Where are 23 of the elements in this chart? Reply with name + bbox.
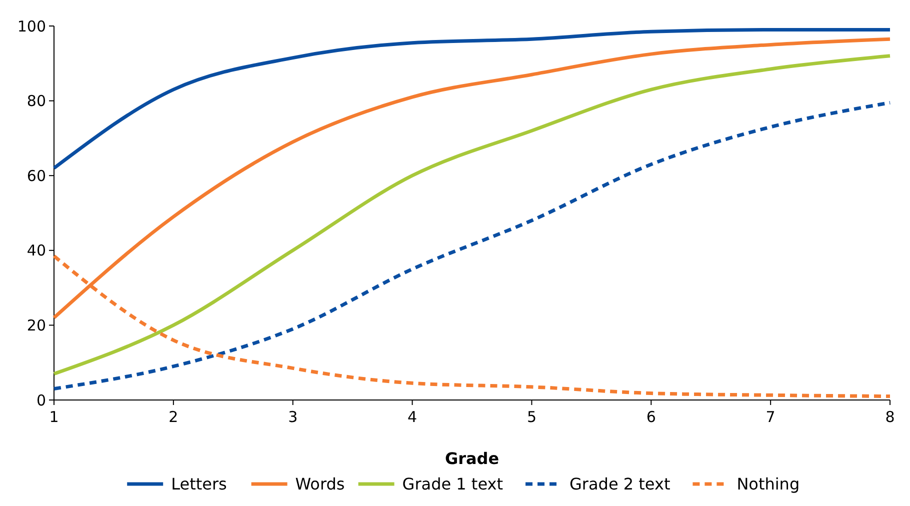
legend-label: Grade 1 text <box>402 474 504 494</box>
legend-label: Words <box>295 474 345 494</box>
line-series <box>52 54 892 376</box>
y-tick-label: 100 <box>17 17 46 36</box>
y-tick-label: 40 <box>26 242 46 260</box>
y-tick-label: 0 <box>36 391 46 410</box>
x-tick-label: 7 <box>766 408 776 426</box>
x-tick-label: 5 <box>526 408 536 426</box>
x-tick-label: 3 <box>288 408 298 426</box>
legend-label: Letters <box>171 474 227 494</box>
y-tick-label: 60 <box>26 166 46 185</box>
x-tick-label: 4 <box>408 408 418 426</box>
x-tick-label: 8 <box>885 408 895 426</box>
line-series <box>52 28 892 170</box>
y-tick-label: 20 <box>26 316 46 334</box>
legend-label: Grade 2 text <box>570 474 670 494</box>
line-series <box>52 100 892 391</box>
x-axis-title: Grade <box>444 449 500 468</box>
x-tick-label: 2 <box>168 408 178 426</box>
x-tick-label: 1 <box>49 408 59 426</box>
x-tick-label: 6 <box>646 408 656 426</box>
y-tick-label: 80 <box>26 92 46 110</box>
legend-label: Nothing <box>736 474 800 494</box>
